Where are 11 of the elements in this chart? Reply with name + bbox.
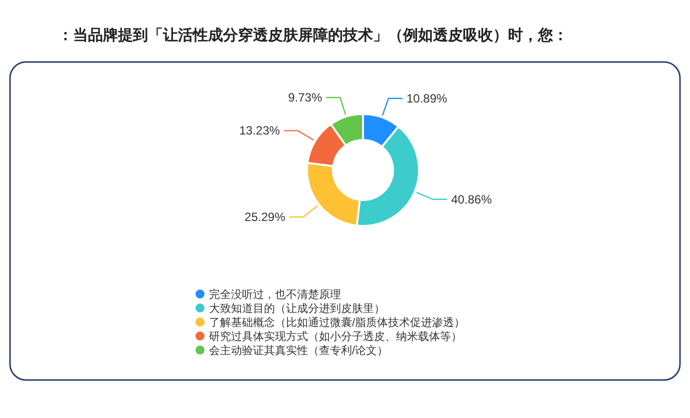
- legend-label: 研究过具体实现方式（如小分子透皮、纳米载体等）: [209, 330, 462, 343]
- data-label: 13.23%: [239, 124, 280, 138]
- data-label: 10.89%: [406, 91, 448, 106]
- data-label: 25.29%: [244, 210, 286, 224]
- legend-label: 完全没听过，也不清楚原理: [209, 288, 341, 301]
- legend-label: 大致知道目的（让成分进到皮肤里）: [209, 302, 385, 315]
- legend-label: 了解基础概念（比如通过微囊/脂质体技术促进渗透）: [209, 316, 466, 329]
- legend-label: 会主动验证其真实性（查专利/论文）: [209, 344, 388, 357]
- data-label: 40.86%: [451, 192, 492, 206]
- chart-title: ：当品牌提到「让活性成分穿透皮肤屏障的技术」（例如透皮吸收）时，您：: [58, 26, 568, 44]
- data-label: 9.73%: [288, 90, 322, 105]
